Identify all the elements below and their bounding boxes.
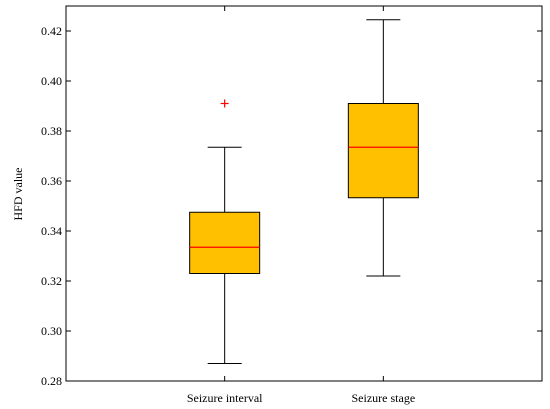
y-tick-label: 0.42 — [41, 24, 62, 38]
x-axis: Seizure interval Seizure stage — [187, 6, 415, 405]
x-category-label: Seizure stage — [352, 391, 416, 405]
y-tick-label: 0.36 — [41, 174, 62, 188]
y-tick-label: 0.40 — [41, 74, 62, 88]
y-tick-label: 0.32 — [41, 274, 62, 288]
y-axis: 0.28 0.30 0.32 0.34 0.36 0.38 0.40 0.42 — [41, 24, 542, 388]
iqr-box — [189, 211, 261, 274]
y-tick-label: 0.34 — [41, 224, 62, 238]
y-tick-label: 0.28 — [41, 374, 62, 388]
plot-area-frame — [65, 5, 543, 382]
y-tick-label: 0.38 — [41, 124, 62, 138]
x-category-label: Seizure interval — [187, 391, 263, 405]
y-axis-title: HFD value — [11, 168, 25, 221]
outlier-point — [220, 99, 229, 108]
iqr-box — [347, 103, 419, 199]
box-1 — [189, 99, 261, 364]
box-series — [189, 19, 419, 364]
y-tick-label: 0.30 — [41, 324, 62, 338]
box-2 — [347, 19, 419, 277]
